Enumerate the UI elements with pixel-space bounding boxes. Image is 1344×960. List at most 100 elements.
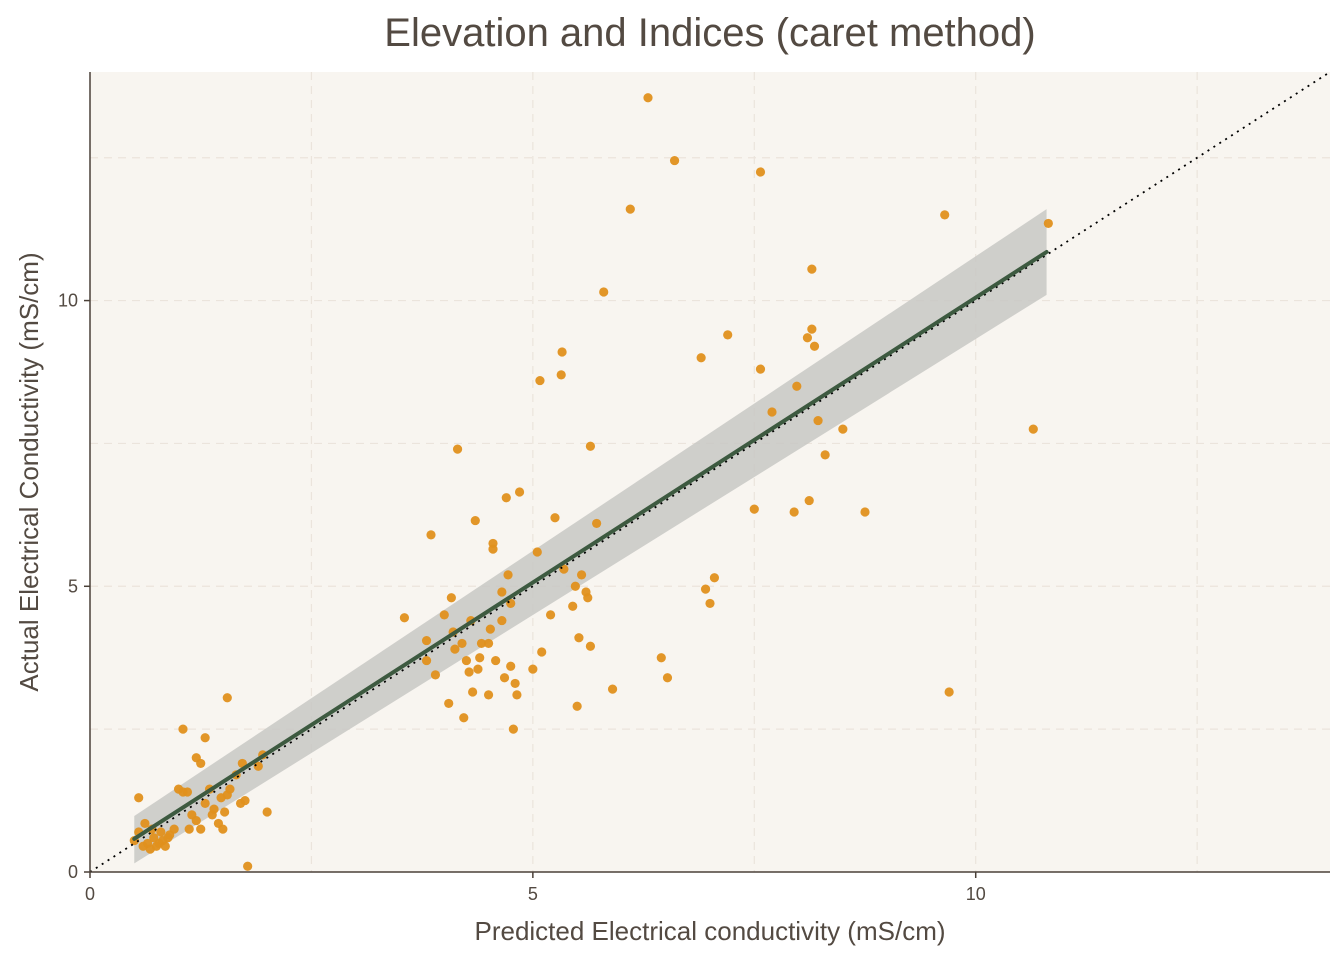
data-point [583,593,593,603]
data-point [184,824,194,834]
data-point [475,653,485,663]
data-point [557,347,567,357]
data-point [807,264,817,274]
data-point [662,673,673,683]
data-point [473,664,483,674]
data-point [940,210,950,220]
data-point [510,678,520,689]
data-point [430,670,441,680]
data-point [457,638,467,649]
data-point [243,861,253,871]
data-point [860,507,870,517]
y-tick-label: 5 [68,576,78,596]
data-point [140,818,150,829]
data-point [1028,424,1038,434]
data-point [501,493,511,503]
x-tick-label: 0 [85,884,95,904]
y-axis-title: Actual Electrical Conductivity (mS/cm) [14,252,44,691]
data-point [804,495,814,506]
data-point [809,341,820,351]
points-layer [129,93,1053,871]
data-point [789,507,799,517]
data-point [537,647,547,657]
data-point [545,610,556,620]
data-point [807,324,817,334]
data-point [599,287,609,297]
data-point [452,444,463,454]
data-point [755,167,766,177]
data-point [470,515,480,526]
data-point [607,684,618,694]
data-point [468,687,478,697]
data-point [218,824,228,834]
data-point [574,633,584,643]
data-point [439,610,449,620]
data-point [464,667,474,677]
data-point [572,701,582,711]
data-point [426,530,436,540]
data-point [755,364,766,374]
data-point [669,155,680,166]
data-point [446,593,456,603]
data-point [723,330,733,340]
data-point [444,698,454,709]
data-point [253,761,263,771]
data-point [169,824,179,834]
data-point [705,598,715,609]
data-point [656,653,666,663]
data-point [160,841,170,851]
data-point [503,570,513,580]
x-tick-label: 10 [966,884,986,904]
data-point [535,375,545,386]
data-point [532,547,542,557]
data-point [506,661,516,671]
y-tick-label: 10 [58,291,78,311]
data-point [421,655,432,666]
data-point [585,441,596,451]
fit-line [132,250,1049,841]
chart-title: Elevation and Indices (caret method) [384,11,1035,55]
data-point [156,827,166,837]
data-point [182,787,193,797]
data-point [491,655,501,666]
data-point [643,93,653,103]
data-point [550,513,560,523]
data-point [528,664,538,674]
data-point [508,724,518,734]
data-point [220,807,230,817]
data-point [514,487,525,497]
data-point [499,673,510,683]
data-point [802,333,813,343]
data-point [461,655,472,666]
data-point [813,415,823,426]
data-point [570,581,580,591]
data-point [421,635,432,646]
data-point [488,544,498,554]
data-point [178,724,188,734]
data-point [696,353,706,363]
data-point [749,504,759,514]
lines-layer [89,71,1331,873]
identity-line [89,71,1331,873]
data-point [450,644,460,654]
data-point [944,687,954,697]
data-point [134,793,144,803]
data-point [497,587,507,597]
data-point [483,690,494,700]
data-point [225,784,235,794]
data-point [262,807,272,817]
data-point [556,370,566,380]
y-tick-label: 0 [68,862,78,882]
data-point [767,407,777,417]
data-point [476,638,487,649]
data-point [700,584,711,594]
data-point [399,613,410,623]
x-axis-title: Predicted Electrical conductivity (mS/cm… [474,916,945,946]
data-point [838,424,848,434]
confidence-band-layer [134,209,1047,864]
data-point [792,381,802,391]
data-point [191,815,201,826]
axes: 0 5 10 0 5 10 [58,72,1330,904]
data-point [222,693,232,703]
